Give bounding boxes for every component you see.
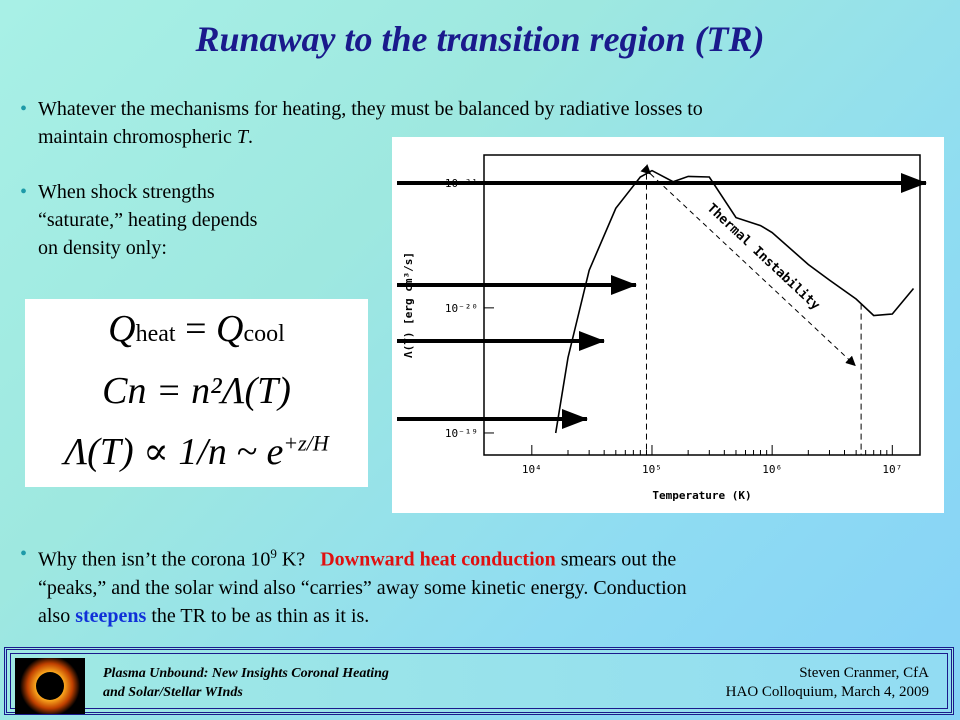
bullet3-c: smears out the bbox=[555, 548, 677, 571]
bullet-dot: • bbox=[20, 98, 28, 120]
footer-author: Steven Cranmer, CfA HAO Colloquium, Marc… bbox=[725, 665, 929, 700]
steepens-highlight: steepens bbox=[75, 604, 147, 627]
bullet3-d: “peaks,” and the solar wind also “carrie… bbox=[38, 576, 687, 599]
cooling-curve-line bbox=[554, 169, 915, 434]
bullet-dot: • bbox=[20, 181, 28, 203]
bullet3-e: also bbox=[38, 604, 76, 627]
bullet-radiative-losses: • Whatever the mechanisms for heating, t… bbox=[20, 95, 938, 151]
bullet-shock-saturate: • When shock strengths “saturate,” heati… bbox=[20, 178, 358, 262]
thermal-instability-arrow bbox=[640, 164, 856, 367]
x-tick-label: 10⁶ bbox=[762, 463, 782, 476]
x-tick-label: 10⁴ bbox=[522, 463, 542, 476]
eclipse-logo-icon bbox=[15, 658, 85, 714]
bullet3-b: K? bbox=[276, 548, 306, 571]
bullet2-line2: “saturate,” heating depends bbox=[38, 209, 258, 231]
plot-frame bbox=[483, 154, 921, 456]
x-tick-label: 10⁷ bbox=[882, 463, 902, 476]
bullet1-line2: maintain chromospheric bbox=[38, 126, 232, 148]
bullet3-exp: 9 bbox=[270, 546, 277, 561]
bullet2-line1: When shock strengths bbox=[38, 181, 215, 203]
footer-bar: Plasma Unbound: New Insights Coronal Hea… bbox=[4, 647, 954, 715]
footer-conference: Plasma Unbound: New Insights Coronal Hea… bbox=[103, 666, 389, 700]
thermal-instability-label: Thermal Instability bbox=[704, 201, 823, 314]
equation-density: Cn = n²Λ(T) bbox=[102, 370, 291, 412]
bullet2-line3: on density only: bbox=[38, 237, 167, 259]
bullet-corona: • Why then isn’t the corona 109 K? Downw… bbox=[20, 540, 938, 630]
bullet1-line1: Whatever the mechanisms for heating, the… bbox=[38, 98, 703, 120]
equations-box: Qheat = Qcool Cn = n²Λ(T) Λ(T) ∝ 1/n ~ e… bbox=[25, 299, 368, 487]
y-tick-label: 10⁻¹⁹ bbox=[445, 427, 478, 440]
bullet3-f: the TR to be as thin as it is. bbox=[146, 604, 370, 627]
heat-conduction-highlight: Downward heat conduction bbox=[320, 548, 556, 571]
y-tick-label: 10⁻²⁰ bbox=[445, 302, 478, 315]
bullet-dot: • bbox=[20, 543, 28, 565]
bullet1-T: T bbox=[236, 126, 248, 148]
slide-title: Runaway to the transition region (TR) bbox=[195, 19, 765, 59]
equation-scaling: Λ(T) ∝ 1/n ~ e+z/H bbox=[64, 430, 329, 473]
y-axis-label: Λ(T) [erg cm³/s] bbox=[402, 252, 415, 358]
x-tick-label: 10⁵ bbox=[642, 463, 662, 476]
equation-heat-balance: Qheat = Qcool bbox=[108, 308, 285, 350]
x-axis-label: Temperature (K) bbox=[652, 489, 751, 502]
bullet3-a: Why then isn’t the corona 10 bbox=[38, 548, 271, 571]
